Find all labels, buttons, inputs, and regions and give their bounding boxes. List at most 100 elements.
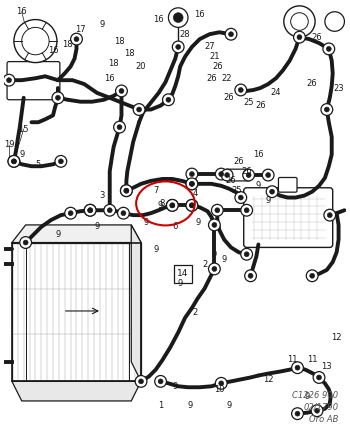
- Circle shape: [324, 209, 336, 221]
- Circle shape: [241, 204, 252, 216]
- Circle shape: [266, 186, 278, 197]
- Circle shape: [116, 85, 127, 97]
- Circle shape: [326, 46, 331, 51]
- Text: 2: 2: [192, 308, 197, 317]
- Circle shape: [212, 222, 217, 227]
- Text: 9: 9: [304, 392, 310, 401]
- Circle shape: [158, 379, 163, 384]
- Text: C1226 900
02/1790
Oro AB: C1226 900 02/1790 Oro AB: [293, 391, 338, 424]
- Circle shape: [215, 208, 220, 213]
- Text: 9: 9: [226, 401, 232, 410]
- Circle shape: [58, 159, 63, 164]
- Circle shape: [173, 13, 183, 22]
- Circle shape: [68, 211, 73, 216]
- Text: 26: 26: [307, 79, 317, 88]
- Circle shape: [245, 270, 257, 282]
- Circle shape: [311, 405, 323, 417]
- Text: 11: 11: [307, 355, 317, 364]
- Circle shape: [209, 219, 220, 231]
- Text: 5: 5: [36, 160, 41, 169]
- Text: 9: 9: [173, 382, 178, 391]
- Text: 16: 16: [16, 7, 27, 16]
- Circle shape: [290, 13, 308, 31]
- Circle shape: [114, 121, 125, 133]
- Text: 7: 7: [153, 186, 159, 195]
- Text: 9: 9: [212, 250, 217, 259]
- Circle shape: [219, 172, 224, 177]
- Circle shape: [235, 192, 247, 203]
- Circle shape: [20, 237, 32, 249]
- Circle shape: [323, 43, 335, 55]
- Circle shape: [189, 181, 194, 186]
- Text: 20: 20: [136, 62, 146, 71]
- Circle shape: [235, 84, 247, 96]
- Circle shape: [295, 411, 300, 416]
- Circle shape: [74, 37, 79, 42]
- Circle shape: [321, 104, 333, 115]
- Text: 25: 25: [232, 186, 242, 195]
- Circle shape: [221, 169, 233, 181]
- Circle shape: [84, 204, 96, 216]
- Text: 9: 9: [256, 181, 261, 190]
- Circle shape: [284, 6, 315, 37]
- Circle shape: [22, 28, 49, 55]
- Text: 9: 9: [153, 245, 158, 254]
- Circle shape: [136, 107, 141, 112]
- Circle shape: [121, 211, 126, 216]
- Text: 3: 3: [99, 191, 105, 200]
- Text: 1: 1: [158, 401, 163, 410]
- Circle shape: [266, 172, 271, 178]
- Circle shape: [117, 125, 122, 129]
- Text: 4: 4: [192, 189, 197, 198]
- Circle shape: [172, 41, 184, 53]
- Circle shape: [118, 207, 129, 219]
- Circle shape: [315, 408, 320, 413]
- Text: 26: 26: [226, 176, 236, 185]
- Circle shape: [84, 204, 96, 216]
- Text: 9: 9: [177, 279, 183, 288]
- Text: 26: 26: [233, 157, 244, 166]
- Text: 25: 25: [243, 98, 254, 107]
- Circle shape: [120, 185, 132, 197]
- Text: 19: 19: [4, 140, 14, 149]
- Circle shape: [8, 156, 20, 167]
- Text: 9: 9: [222, 255, 227, 264]
- Circle shape: [219, 381, 224, 386]
- Text: 16: 16: [104, 74, 115, 83]
- Circle shape: [162, 94, 174, 106]
- Polygon shape: [12, 381, 141, 401]
- Text: 17: 17: [75, 25, 86, 34]
- Circle shape: [186, 200, 198, 211]
- Circle shape: [14, 19, 57, 63]
- Circle shape: [316, 375, 322, 380]
- Text: 11: 11: [287, 355, 298, 364]
- Text: 2: 2: [202, 260, 207, 268]
- Text: 16: 16: [194, 10, 205, 19]
- Text: 9: 9: [94, 222, 100, 231]
- Text: 8: 8: [160, 199, 165, 208]
- Text: 26: 26: [206, 74, 217, 83]
- Circle shape: [88, 208, 93, 213]
- Text: 15: 15: [19, 125, 29, 134]
- Circle shape: [186, 178, 198, 190]
- Text: 24: 24: [271, 89, 281, 98]
- Circle shape: [292, 408, 303, 420]
- Text: 18: 18: [124, 49, 135, 58]
- Circle shape: [295, 365, 300, 370]
- FancyBboxPatch shape: [244, 188, 333, 247]
- Text: 28: 28: [180, 30, 190, 39]
- Circle shape: [124, 188, 129, 193]
- Circle shape: [325, 12, 344, 31]
- Text: 9: 9: [55, 230, 61, 239]
- Text: 18: 18: [114, 37, 125, 46]
- Text: 27: 27: [204, 43, 215, 52]
- Circle shape: [327, 213, 332, 218]
- Text: 9: 9: [99, 20, 105, 29]
- Circle shape: [133, 104, 145, 115]
- Circle shape: [170, 203, 175, 208]
- Text: 9: 9: [187, 401, 192, 410]
- Circle shape: [244, 208, 249, 213]
- Circle shape: [71, 33, 82, 45]
- Circle shape: [243, 169, 254, 181]
- Text: 26: 26: [312, 33, 322, 42]
